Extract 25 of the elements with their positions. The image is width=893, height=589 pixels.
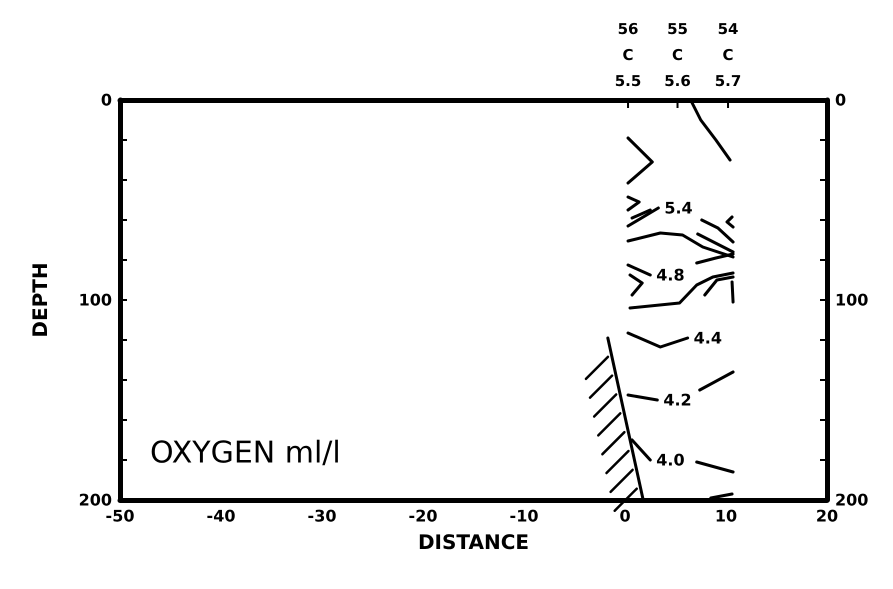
series-label: 4.8	[656, 266, 685, 284]
x-tick-label: -40	[206, 506, 236, 526]
annotation: 56 C 5.5	[614, 20, 642, 90]
x-tick-label: -50	[106, 506, 134, 526]
y-axis-title: DEPTH	[28, 262, 52, 338]
y2-tick-label: 0	[835, 90, 846, 110]
y2-tick-label: 200	[835, 490, 868, 510]
x-tick-label: 10	[714, 506, 738, 526]
annotation: 54 C 5.7	[714, 20, 742, 90]
x-tick-label: 20	[816, 506, 838, 526]
x-tick-label: -10	[510, 506, 538, 526]
x-tick-label: -20	[408, 506, 438, 526]
annotation: OXYGEN ml/l	[150, 436, 341, 470]
x-tick-label: 0	[619, 506, 631, 526]
series-label: 5.4	[664, 198, 693, 218]
series-label: 4.4	[694, 328, 722, 348]
legend-label: 4.0	[656, 450, 685, 470]
y2-tick-label: 100	[835, 290, 868, 310]
y-tick-label: 0	[100, 90, 112, 110]
x-tick-label: -30	[308, 506, 336, 526]
y-tick-label: 100	[78, 290, 112, 310]
x-axis-title: DISTANCE	[418, 530, 530, 554]
annotation: 55 C 5.6	[664, 20, 691, 90]
series-label: 4.2	[663, 390, 692, 410]
y-tick-label: 200	[78, 490, 112, 510]
